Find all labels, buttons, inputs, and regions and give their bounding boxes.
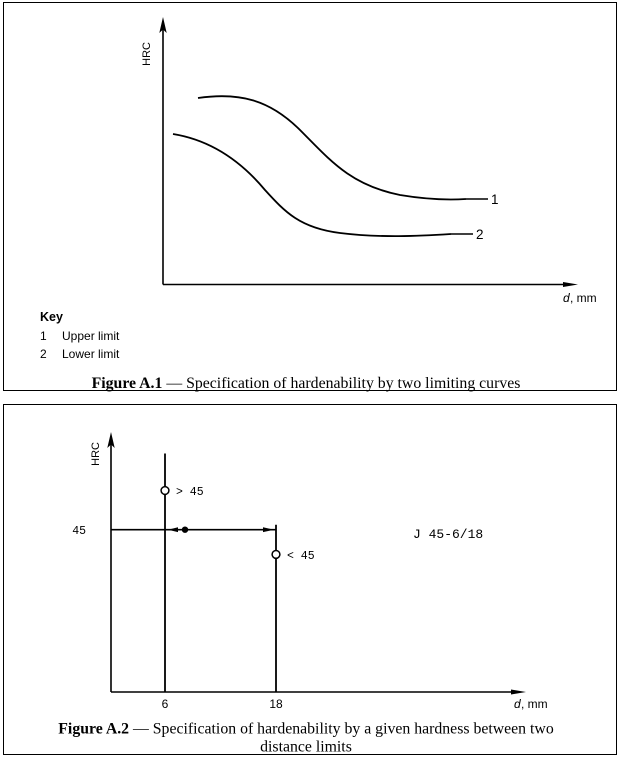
svg-text:, mm: , mm xyxy=(521,697,548,711)
svg-text:Upper limit: Upper limit xyxy=(62,329,120,343)
svg-text:Figure A.1 — Specification of: Figure A.1 — Specification of hardenabil… xyxy=(92,375,521,392)
svg-text:Lower limit: Lower limit xyxy=(62,347,120,361)
svg-text:d: d xyxy=(514,697,521,711)
svg-text:d: d xyxy=(563,291,570,305)
svg-text:2: 2 xyxy=(476,227,484,242)
svg-text:HRC: HRC xyxy=(90,442,102,466)
svg-text:2: 2 xyxy=(40,347,47,361)
svg-text:distance limits: distance limits xyxy=(260,739,352,756)
svg-text:6: 6 xyxy=(162,697,169,711)
svg-text:Key: Key xyxy=(40,310,63,324)
svg-text:1: 1 xyxy=(491,192,499,207)
svg-text:HRC: HRC xyxy=(141,42,153,66)
svg-text:, mm: , mm xyxy=(570,291,597,305)
svg-text:18: 18 xyxy=(269,697,283,711)
svg-text:< 45: < 45 xyxy=(287,550,315,563)
svg-text:Figure A.2 — Specification of: Figure A.2 — Specification of hardenabil… xyxy=(58,721,554,738)
svg-text:45: 45 xyxy=(72,525,86,538)
svg-text:J 45-6/18: J 45-6/18 xyxy=(413,527,483,542)
svg-text:> 45: > 45 xyxy=(176,486,204,499)
svg-text:1: 1 xyxy=(40,329,47,343)
